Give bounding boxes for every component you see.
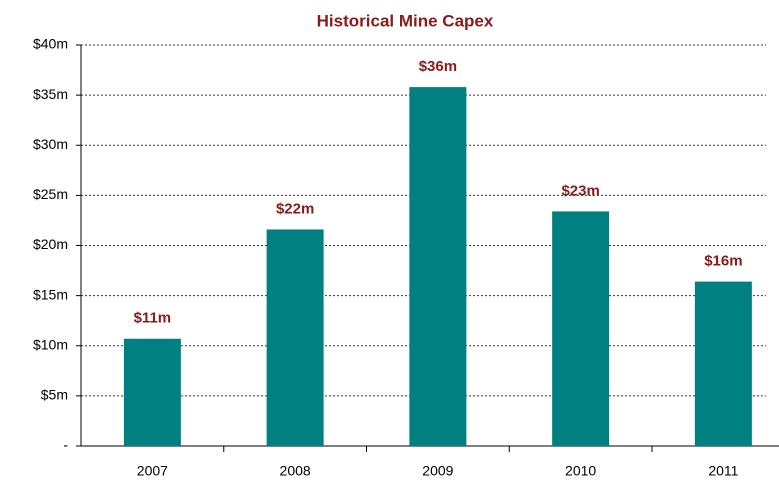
bar [266, 229, 324, 446]
y-tick-label: $20m [33, 236, 68, 252]
bar [123, 338, 181, 446]
y-tick-label: $10m [33, 336, 68, 352]
value-label: $23m [561, 182, 599, 199]
x-tick-label: 2011 [708, 463, 738, 479]
y-tick-label: $25m [33, 186, 68, 202]
y-tick-label: $35m [33, 86, 68, 102]
value-label: $36m [419, 58, 457, 75]
x-tick-label: 2010 [565, 463, 596, 479]
x-tick-label: 2008 [280, 463, 311, 479]
bar [694, 281, 752, 446]
x-tick-label: 2009 [422, 463, 453, 479]
value-label: $22m [276, 200, 314, 217]
y-tick-label: - [63, 437, 68, 453]
value-label: $11m [134, 310, 172, 327]
y-tick-label: $30m [33, 136, 68, 152]
chart-title: Historical Mine Capex [317, 11, 494, 30]
y-tick-label: $40m [33, 36, 68, 52]
x-tick-label: 2007 [137, 463, 168, 479]
bar [409, 87, 467, 446]
y-tick-label: $5m [41, 387, 68, 403]
value-label: $16m [704, 253, 742, 270]
y-tick-label: $15m [33, 286, 68, 302]
bar [552, 211, 610, 446]
